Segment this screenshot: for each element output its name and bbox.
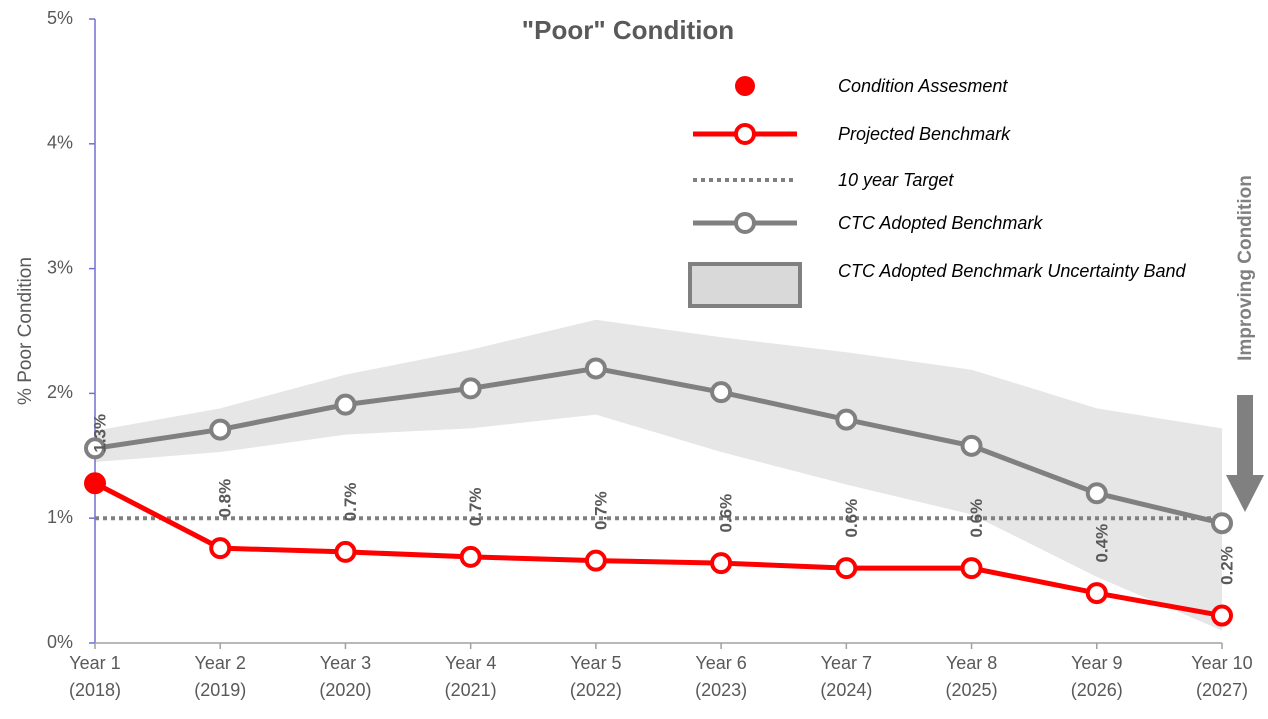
point bbox=[960, 434, 983, 457]
legend-label: Projected Benchmark bbox=[838, 124, 1011, 144]
legend-marker bbox=[734, 212, 756, 234]
legend-band bbox=[688, 262, 802, 308]
y-tick-label: 0% bbox=[47, 632, 73, 652]
x-tick-label: Year 1 bbox=[69, 653, 120, 673]
data-label: 0.6% bbox=[717, 494, 736, 533]
y-tick-label: 2% bbox=[47, 382, 73, 402]
point bbox=[710, 381, 733, 404]
data-label: 0.8% bbox=[216, 479, 235, 518]
point bbox=[1085, 482, 1108, 505]
x-tick-label: Year 3 bbox=[320, 653, 371, 673]
x-tick-label: Year 6 bbox=[695, 653, 746, 673]
uncertainty-band bbox=[95, 319, 1222, 631]
x-tick-label: Year 7 bbox=[821, 653, 872, 673]
point bbox=[84, 437, 106, 460]
data-label: 0.6% bbox=[967, 499, 986, 538]
y-tick-label: 5% bbox=[47, 8, 73, 28]
x-tick-label: (2022) bbox=[570, 680, 622, 700]
series-line bbox=[93, 481, 1223, 619]
arrow-head bbox=[1226, 475, 1264, 512]
point bbox=[710, 552, 733, 575]
point bbox=[334, 540, 357, 563]
x-tick-label: (2019) bbox=[194, 680, 246, 700]
point bbox=[1211, 512, 1233, 535]
data-label: 0.7% bbox=[466, 488, 485, 527]
point bbox=[85, 473, 105, 494]
legend-label: 10 year Target bbox=[838, 170, 954, 190]
data-label: 0.6% bbox=[842, 499, 861, 538]
chart-title: "Poor" Condition bbox=[522, 15, 734, 45]
point bbox=[835, 408, 858, 431]
x-tick-label: Year 2 bbox=[195, 653, 246, 673]
x-tick-label: (2021) bbox=[445, 680, 497, 700]
y-tick-label: 1% bbox=[47, 507, 73, 527]
point bbox=[459, 377, 482, 400]
legend-marker bbox=[735, 76, 755, 96]
point bbox=[334, 393, 357, 416]
data-label: 0.2% bbox=[1217, 546, 1236, 585]
legend-label: Condition Assesment bbox=[838, 76, 1008, 96]
x-tick-label: (2027) bbox=[1196, 680, 1248, 700]
data-label: 0.7% bbox=[341, 483, 360, 522]
x-tick-label: Year 5 bbox=[570, 653, 621, 673]
y-tick-label: 3% bbox=[47, 257, 73, 277]
data-label: 0.4% bbox=[1092, 524, 1111, 563]
point bbox=[960, 557, 983, 580]
x-tick-label: (2026) bbox=[1071, 680, 1123, 700]
y-tick-label: 4% bbox=[47, 133, 73, 153]
point bbox=[584, 357, 607, 380]
x-tick-label: Year 10 bbox=[1191, 653, 1252, 673]
x-tick-label: Year 9 bbox=[1071, 653, 1122, 673]
legend-marker bbox=[734, 123, 756, 145]
y-axis-label: % Poor Condition bbox=[15, 257, 36, 405]
point bbox=[209, 537, 232, 560]
point bbox=[209, 418, 232, 441]
x-tick-label: (2025) bbox=[946, 680, 998, 700]
point bbox=[584, 549, 607, 572]
x-tick-label: (2023) bbox=[695, 680, 747, 700]
x-tick-label: (2020) bbox=[319, 680, 371, 700]
x-tick-label: (2024) bbox=[820, 680, 872, 700]
x-tick-label: Year 4 bbox=[445, 653, 496, 673]
data-label: 0.7% bbox=[591, 491, 610, 530]
x-tick-label: (2018) bbox=[69, 680, 121, 700]
point bbox=[1085, 582, 1108, 605]
legend-label: CTC Adopted Benchmark bbox=[838, 213, 1043, 233]
point bbox=[459, 545, 482, 568]
x-tick-label: Year 8 bbox=[946, 653, 997, 673]
arrow-shaft bbox=[1237, 395, 1253, 475]
data-label: 1.3% bbox=[90, 414, 109, 453]
series-line bbox=[94, 365, 1223, 526]
point bbox=[1211, 604, 1233, 627]
legend-label: CTC Adopted Benchmark Uncertainty Band bbox=[838, 261, 1186, 281]
annotation: Improving Condition bbox=[1235, 175, 1256, 361]
point bbox=[835, 557, 858, 580]
